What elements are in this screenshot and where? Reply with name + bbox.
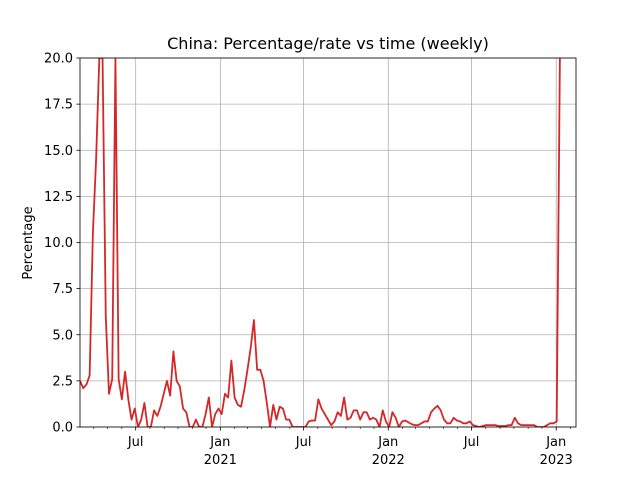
y-axis-label: Percentage (21, 206, 36, 279)
x-tick-label: Jan (209, 435, 230, 450)
x-tick-label: Jan (377, 435, 398, 450)
y-tick-label: 7.5 (52, 282, 73, 297)
y-tick-label: 2.5 (52, 374, 73, 389)
x-tick-year-label: 2021 (204, 453, 237, 468)
y-tick-label: 0.0 (52, 421, 73, 436)
x-tick-label: Jul (463, 435, 480, 450)
x-tick-label: Jan (545, 435, 566, 450)
x-tick-year-label: 2023 (540, 453, 573, 468)
y-tick-label: 15.0 (44, 144, 73, 159)
y-tick-label: 5.0 (52, 328, 73, 343)
x-tick-year-label: 2022 (372, 453, 405, 468)
y-tick-label: 10.0 (44, 236, 73, 251)
x-tick-label: Jul (127, 435, 144, 450)
y-tick-label: 17.5 (44, 98, 73, 113)
y-tick-label: 12.5 (44, 190, 73, 205)
x-tick-label: Jul (295, 435, 312, 450)
axes: 0.0 2.5 5.0 7.5 10.0 12.5 15.0 17.5 20.0 Jul Jan 20… (44, 52, 577, 468)
grid (80, 57, 576, 428)
y-tick-label: 20.0 (44, 52, 73, 67)
axes-frame (79, 57, 577, 428)
chart-title: China: Percentage/rate vs time (weekly) (167, 34, 489, 53)
